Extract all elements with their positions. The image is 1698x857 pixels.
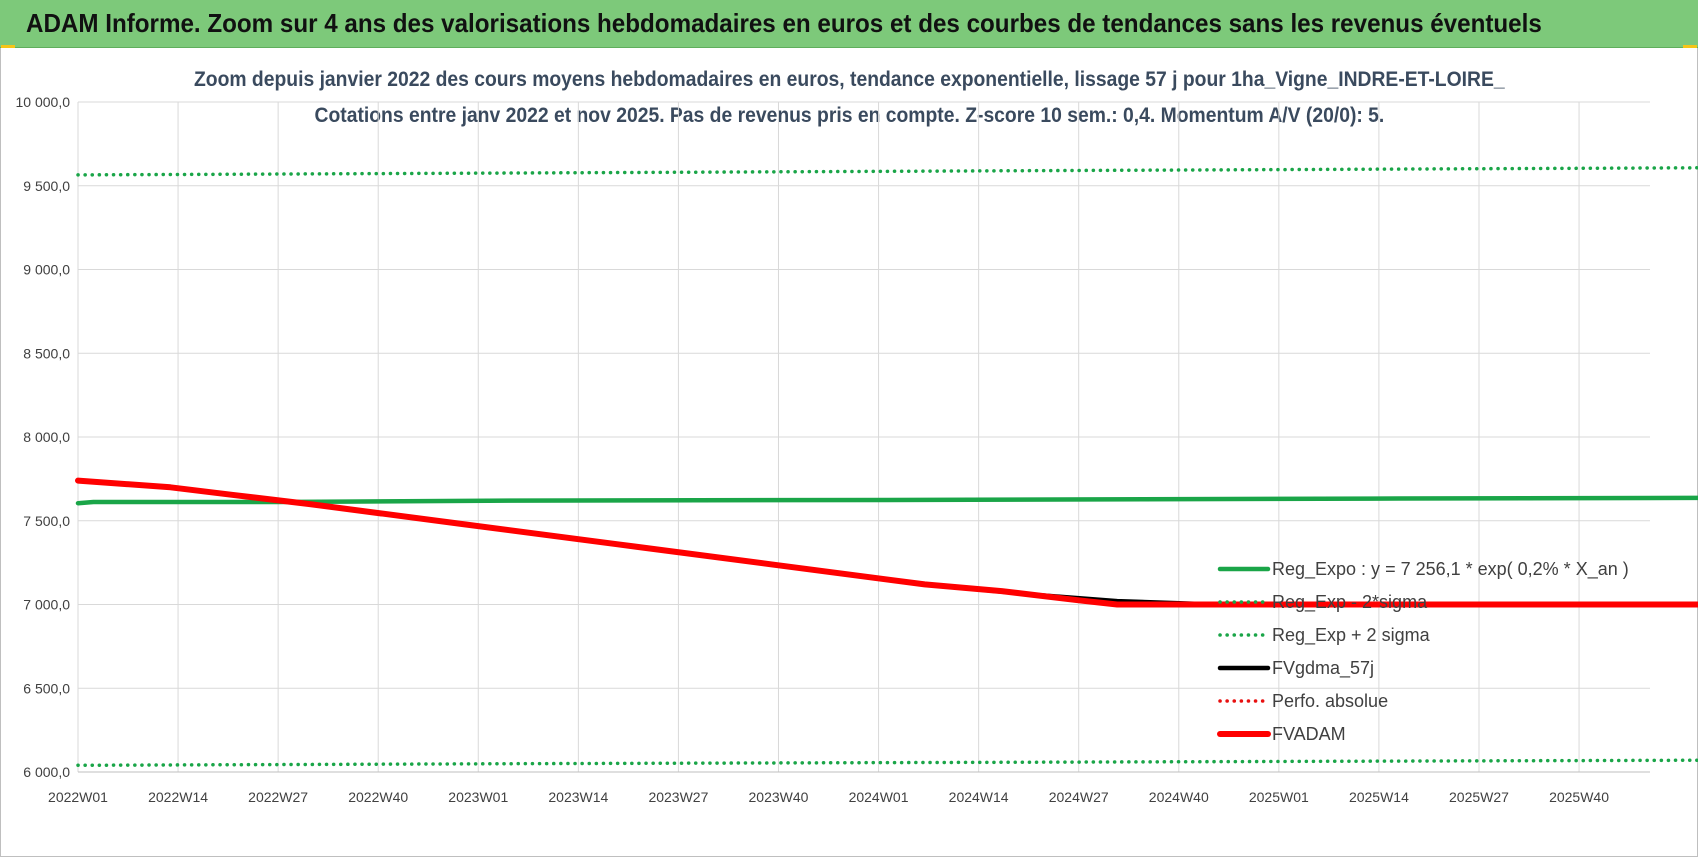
y-tick-label: 9 000,0 [23, 262, 70, 278]
grid-layer [77, 101, 1650, 773]
series-line-1 [76, 758, 1698, 768]
y-axis: 6 000,0 6 500,0 7 000,0 7 500,0 8 000,0 8 500… [16, 94, 71, 780]
banner-title: ADAM Informe. Zoom sur 4 ans des valoris… [26, 8, 1542, 38]
series-line-5 [75, 477, 1698, 608]
chart-subtitle: Cotations entre janv 2022 et nov 2025. P… [0, 104, 1698, 128]
report-banner: ADAM Informe. Zoom sur 4 ans des valoris… [0, 0, 1698, 48]
series-line-0 [75, 495, 1698, 506]
chart-title: Zoom depuis janvier 2022 des cours moyen… [0, 68, 1698, 92]
y-tick-label: 7 500,0 [23, 513, 70, 529]
corner-mark-right [1683, 45, 1697, 48]
x-tick-label: 2023W40 [749, 789, 809, 805]
x-tick-label: 2023W27 [648, 789, 708, 805]
y-tick-label: 6 000,0 [23, 764, 70, 780]
legend-label: FVgdma_57j [1272, 658, 1374, 679]
y-tick-label: 8 000,0 [23, 429, 70, 445]
x-tick-label: 2025W27 [1449, 789, 1509, 805]
x-tick-label: 2025W40 [1549, 789, 1609, 805]
legend-label: FVADAM [1272, 724, 1346, 744]
legend-label: Reg_Exp + 2 sigma [1272, 625, 1431, 646]
x-tick-label: 2025W14 [1349, 789, 1409, 805]
y-tick-label: 8 500,0 [23, 345, 70, 361]
y-tick-label: 6 500,0 [23, 680, 70, 696]
chart-title-text: Zoom depuis janvier 2022 des cours moyen… [193, 68, 1505, 91]
x-tick-label: 2022W01 [48, 789, 108, 805]
x-tick-label: 2024W14 [949, 789, 1009, 805]
x-tick-label: 2024W01 [849, 789, 909, 805]
x-axis: 2022W01 2022W14 2022W27 2022W40 2023W01 2023W… [48, 771, 1650, 805]
legend-label: Reg_Exp - 2*sigma [1272, 592, 1428, 613]
y-tick-label: 10 000,0 [16, 94, 71, 110]
x-tick-label: 2024W27 [1049, 789, 1109, 805]
chart-legend: Reg_Expo : y = 7 256,1 * exp( 0,2% * X_a… [1217, 559, 1629, 744]
y-tick-label: 9 500,0 [23, 178, 70, 194]
x-tick-label: 2024W40 [1149, 789, 1209, 805]
chart-subtitle-text: Cotations entre janv 2022 et nov 2025. P… [314, 104, 1384, 127]
legend-label: Perfo. absolue [1272, 691, 1388, 711]
x-tick-label: 2022W14 [148, 789, 208, 805]
y-tick-label: 7 000,0 [23, 597, 70, 613]
series-line-2 [76, 166, 1698, 177]
corner-mark-left [1, 45, 15, 48]
x-tick-label: 2023W14 [548, 789, 608, 805]
legend-label: Reg_Expo : y = 7 256,1 * exp( 0,2% * X_a… [1272, 559, 1629, 580]
x-tick-label: 2025W01 [1249, 789, 1309, 805]
x-tick-label: 2022W40 [348, 789, 408, 805]
x-tick-label: 2022W27 [248, 789, 308, 805]
series-layer [75, 166, 1698, 768]
x-tick-label: 2023W01 [448, 789, 508, 805]
